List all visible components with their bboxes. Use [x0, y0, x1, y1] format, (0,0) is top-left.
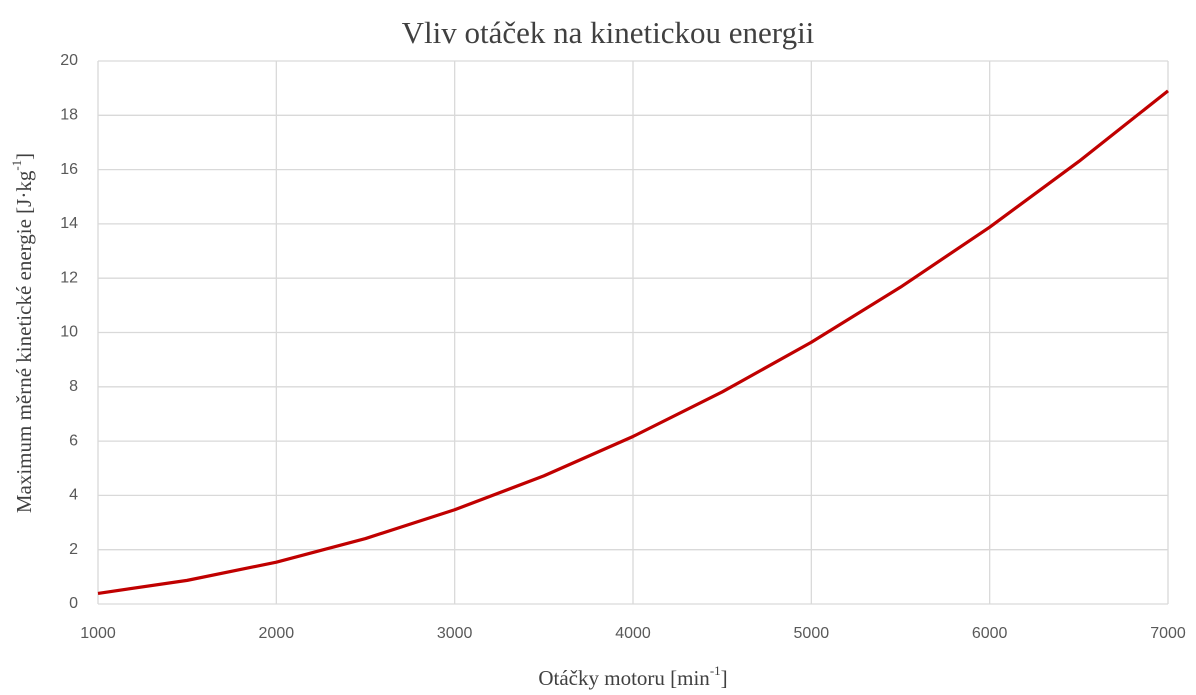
y-tick-label: 4: [69, 487, 78, 504]
y-tick-label: 12: [60, 269, 78, 286]
label-part: -1: [9, 160, 24, 171]
label-part: Otáčky motoru [min: [538, 666, 710, 690]
chart-title: Vliv otáček na kinetickou energii: [402, 15, 815, 50]
y-tick-label: 0: [69, 595, 78, 612]
label-part: -1: [710, 663, 721, 678]
x-tick-label: 7000: [1150, 625, 1186, 642]
x-tick-label: 1000: [80, 625, 116, 642]
x-tick-label: 4000: [615, 625, 651, 642]
y-tick-label: 2: [69, 541, 78, 558]
x-tick-label: 6000: [972, 625, 1008, 642]
x-tick-label: 5000: [794, 625, 830, 642]
y-tick-label: 6: [69, 432, 78, 449]
label-part: ]: [721, 666, 728, 690]
x-axis-label: Otáčky motoru [min-1]: [538, 663, 727, 689]
x-tick-label: 2000: [259, 625, 295, 642]
y-tick-label: 14: [60, 215, 78, 232]
label-part: Maximum měrné kinetické energie [J·kg: [12, 170, 36, 513]
y-tick-label: 18: [60, 107, 78, 124]
x-tick-label: 3000: [437, 625, 473, 642]
y-axis-label: Maximum měrné kinetické energie [J·kg-1]: [9, 153, 35, 513]
line: [97, 89, 1169, 595]
label-part: ]: [12, 153, 36, 160]
y-tick-label: 20: [60, 52, 78, 69]
y-tick-label: 16: [60, 161, 78, 178]
y-tick-label: 10: [60, 324, 78, 341]
y-tick-label: 8: [69, 378, 78, 395]
